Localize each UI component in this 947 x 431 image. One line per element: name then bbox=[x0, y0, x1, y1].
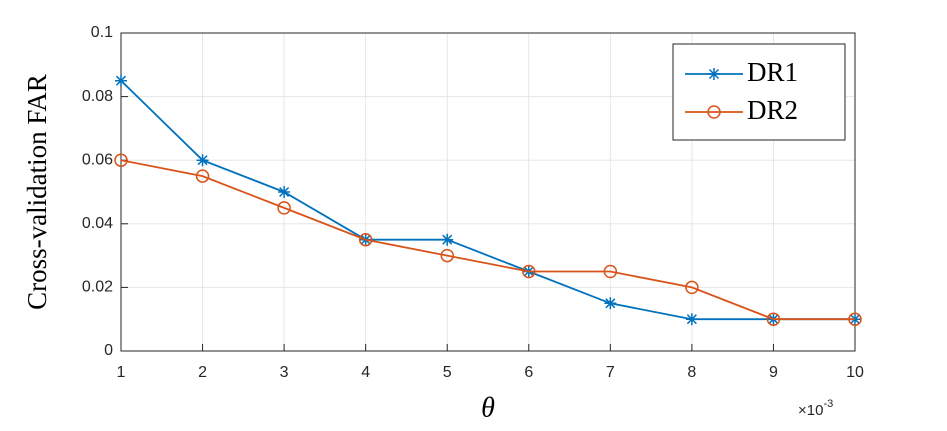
series-line bbox=[120, 159, 855, 321]
point-shape bbox=[766, 312, 781, 326]
point-shape bbox=[848, 312, 862, 326]
point-shape bbox=[195, 169, 210, 183]
x-multiplier: ×10-3 bbox=[798, 398, 833, 419]
point-shape bbox=[114, 153, 128, 167]
point bbox=[603, 264, 618, 279]
legend-marker-shape bbox=[707, 105, 721, 119]
point-shape bbox=[441, 233, 454, 246]
point bbox=[195, 169, 210, 183]
y-tick-label: 0.06 bbox=[82, 151, 113, 168]
x-tick-label: 3 bbox=[280, 364, 289, 381]
point bbox=[848, 312, 862, 326]
x-multiplier-base: ×10 bbox=[798, 402, 823, 419]
point bbox=[196, 154, 209, 167]
y-tick-label: 0 bbox=[104, 342, 113, 359]
legend-label: DR1 bbox=[747, 57, 798, 87]
x-tick-label: 7 bbox=[606, 364, 615, 381]
point-shape bbox=[604, 297, 617, 310]
point-shape bbox=[278, 186, 291, 198]
axes-box bbox=[120, 32, 856, 352]
legend-box bbox=[672, 43, 846, 141]
point-shape bbox=[685, 280, 699, 295]
x-tick-label: 1 bbox=[117, 364, 126, 381]
point bbox=[440, 248, 454, 263]
y-tick-label: 0.04 bbox=[82, 215, 113, 232]
point-shape bbox=[685, 313, 698, 326]
point bbox=[685, 280, 699, 295]
x-axis-label: θ bbox=[481, 392, 495, 423]
x-tick-label: 5 bbox=[443, 364, 452, 381]
point-shape bbox=[522, 264, 536, 279]
y-axis-label: Cross-validation FAR bbox=[22, 74, 52, 310]
x-tick-label: 4 bbox=[361, 364, 370, 381]
x-tick-label: 10 bbox=[846, 364, 864, 381]
point bbox=[766, 312, 781, 326]
point-shape bbox=[115, 74, 127, 87]
series-line bbox=[120, 80, 855, 321]
y-tick-label: 0.1 bbox=[91, 24, 113, 41]
point bbox=[277, 201, 291, 215]
x-tick-label: 6 bbox=[524, 364, 533, 381]
point bbox=[358, 232, 373, 247]
point bbox=[685, 313, 698, 326]
x-multiplier-exponent: -3 bbox=[823, 398, 833, 410]
y-tick-label: 0.08 bbox=[82, 88, 113, 105]
point bbox=[114, 153, 128, 167]
point-shape bbox=[603, 264, 618, 279]
point-shape bbox=[277, 201, 291, 215]
point bbox=[441, 233, 454, 246]
legend-marker bbox=[707, 105, 721, 119]
point bbox=[278, 186, 291, 198]
x-tick-label: 8 bbox=[687, 364, 696, 381]
legend-marker-shape bbox=[708, 68, 720, 80]
point-shape bbox=[440, 248, 454, 263]
point bbox=[522, 264, 536, 279]
x-tick-label: 2 bbox=[198, 364, 207, 381]
legend-label: DR2 bbox=[747, 95, 798, 125]
x-tick-label: 9 bbox=[769, 364, 778, 381]
point bbox=[115, 74, 127, 87]
point-shape bbox=[196, 154, 209, 167]
legend-marker bbox=[708, 68, 720, 80]
point bbox=[604, 297, 617, 310]
y-tick-label: 0.02 bbox=[82, 279, 113, 296]
point-shape bbox=[358, 232, 373, 247]
